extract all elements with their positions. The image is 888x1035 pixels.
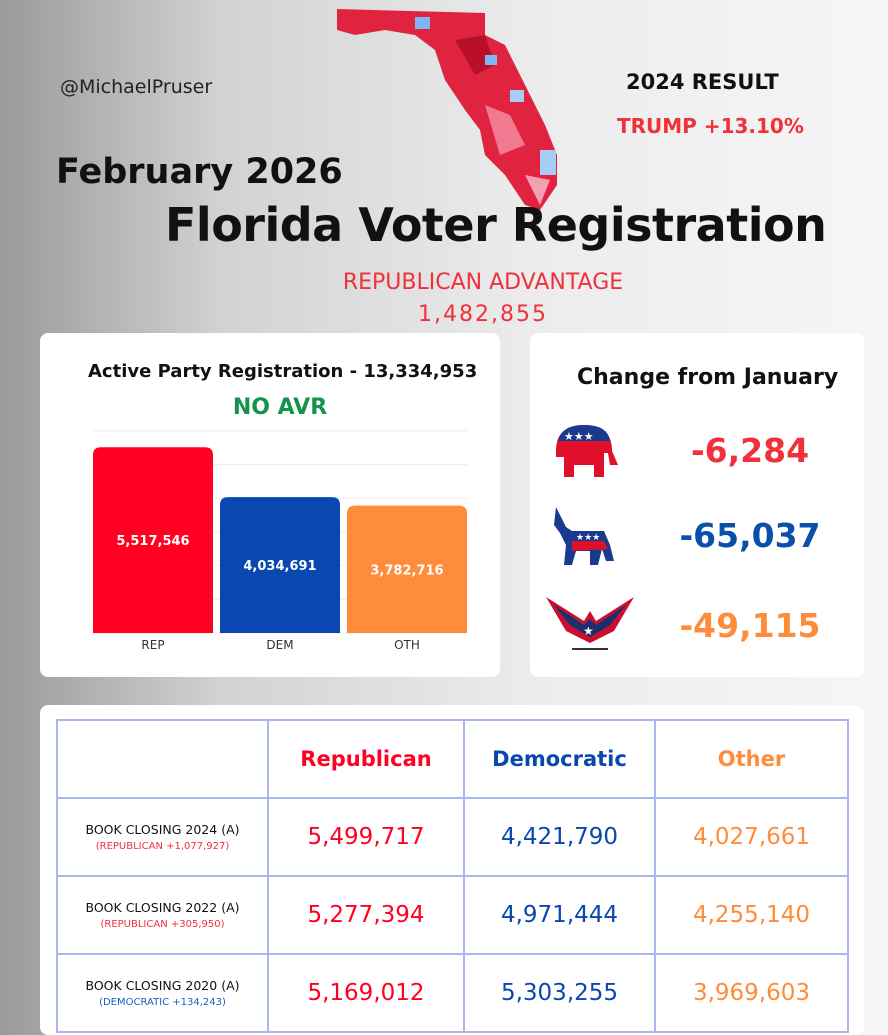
svg-text:★: ★ [583, 624, 594, 638]
table-cell: 4,971,444 [463, 875, 656, 955]
bar-dem [220, 497, 340, 633]
change-card: Change from January ★★★ ★★★ ★ -6,284 -65… [530, 333, 864, 677]
row-label-cell: BOOK CLOSING 2020 (A) (DEMOCRATIC +134,24… [56, 953, 269, 1033]
header-republican: Republican [267, 719, 465, 799]
book-closing-table: Republican Democratic Other BOOK CLOSING… [56, 719, 849, 1033]
table-cell: 4,255,140 [654, 875, 849, 955]
bar-value-label: 5,517,546 [116, 534, 189, 549]
row-margin-note: (REPUBLICAN +305,950) [100, 919, 225, 930]
advantage-label: REPUBLICAN ADVANTAGE [342, 270, 624, 295]
row-margin-note: (DEMOCRATIC +134,243) [99, 997, 226, 1008]
table-cell: 5,277,394 [267, 875, 465, 955]
row-label: BOOK CLOSING 2020 (A) [85, 978, 240, 993]
bar-value-label: 3,782,716 [370, 563, 443, 578]
row-label-cell: BOOK CLOSING 2024 (A) (REPUBLICAN +1,077,… [56, 797, 269, 877]
category-tick-label: OTH [394, 638, 420, 652]
book-closing-table-card: Republican Democratic Other BOOK CLOSING… [40, 705, 864, 1035]
democratic-donkey-icon: ★★★ [554, 507, 614, 565]
table-cell: 5,169,012 [267, 953, 465, 1033]
table-cell: 5,499,717 [267, 797, 465, 877]
table-cell: 4,027,661 [654, 797, 849, 877]
registration-chart-card: 5,517,546 REP 4,034,691 DEM 3,782,716 OTH Act… [40, 333, 500, 677]
dem-change-value: -65,037 [679, 516, 821, 555]
chart-subtitle: NO AVR [232, 395, 328, 420]
table-cell: 5,303,255 [463, 953, 656, 1033]
result-value: TRUMP +13.10% [617, 114, 804, 138]
chart-title: Active Party Registration - 13,334,953 [88, 361, 478, 382]
report-month: February 2026 [56, 152, 343, 192]
bar-chart: 5,517,546 REP 4,034,691 DEM 3,782,716 OTH [93, 430, 468, 652]
row-label-cell: BOOK CLOSING 2022 (A) (REPUBLICAN +305,95… [56, 875, 269, 955]
svg-text:★★★: ★★★ [576, 533, 600, 543]
header-other: Other [654, 719, 849, 799]
svg-text:★★★: ★★★ [564, 430, 594, 443]
rep-change-value: -6,284 [690, 431, 810, 470]
row-label: BOOK CLOSING 2022 (A) [85, 900, 240, 915]
table-row: BOOK CLOSING 2020 (A) (DEMOCRATIC +134,24… [56, 953, 849, 1033]
bar-oth [347, 505, 467, 633]
republican-elephant-icon: ★★★ [556, 425, 618, 477]
bar-rep [93, 447, 213, 633]
author-handle: @MichaelPruser [60, 76, 213, 98]
advantage-value: 1,482,855 [418, 302, 548, 327]
table-row: BOOK CLOSING 2022 (A) (REPUBLICAN +305,95… [56, 875, 849, 955]
table-cell: 3,969,603 [654, 953, 849, 1033]
result-title: 2024 RESULT [626, 70, 779, 94]
table-row: BOOK CLOSING 2024 (A) (REPUBLICAN +1,077,… [56, 797, 849, 877]
florida-county-map [337, 9, 557, 210]
oth-change-value: -49,115 [679, 606, 821, 645]
row-label: BOOK CLOSING 2024 (A) [85, 822, 240, 837]
change-title: Change from January [577, 365, 839, 390]
category-tick-label: DEM [266, 638, 293, 652]
row-margin-note: (REPUBLICAN +1,077,927) [95, 841, 230, 852]
category-tick-label: REP [141, 638, 164, 652]
header-democratic: Democratic [463, 719, 656, 799]
table-cell: 4,421,790 [463, 797, 656, 877]
bar-value-label: 4,034,691 [243, 559, 316, 574]
page-title: Florida Voter Registration [165, 198, 827, 252]
eagle-icon: ★ [546, 597, 634, 650]
corner-cell [56, 719, 269, 799]
